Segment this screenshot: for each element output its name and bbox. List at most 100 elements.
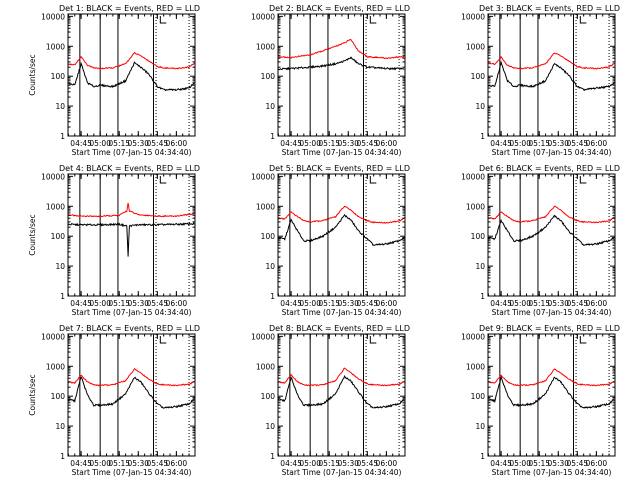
x-tick-label: 05:00 [509, 299, 531, 308]
x-tick-label: 05:15 [528, 299, 550, 308]
series-events-line [278, 213, 405, 247]
series-events-line [488, 375, 615, 409]
y-tick-label: 1000 [466, 362, 485, 371]
x-tick-label: 04:45 [280, 459, 302, 468]
y-tick-label: 10000 [251, 172, 275, 181]
chart-panel-6: Det 6: BLACK = Events, RED = LLD 1 10 100 10… [461, 164, 620, 317]
y-axis-label: Counts/sec [28, 374, 37, 415]
plot-frame [277, 173, 406, 297]
x-tick-label: 05:00 [299, 139, 321, 148]
y-tick-label: 10000 [251, 12, 275, 21]
y-tick-label: 10 [475, 102, 485, 111]
y-tick-label: 1 [480, 452, 485, 461]
y-tick-label: 1000 [466, 202, 485, 211]
y-tick-label: 10000 [41, 12, 65, 21]
y-tick-label: 1 [60, 292, 65, 301]
x-tick-label: 05:30 [547, 299, 569, 308]
plot-frame [277, 333, 406, 457]
x-axis-label: Start Time (07-Jan-15 04:34:40) [492, 468, 612, 477]
series-events-line [488, 60, 615, 92]
y-tick-label: 10 [265, 102, 275, 111]
x-tick-label: 05:15 [318, 459, 340, 468]
plot-frame [487, 173, 616, 297]
period-marker [579, 336, 587, 344]
chart-title: Det 4: BLACK = Events, RED = LLD [59, 164, 200, 173]
x-tick-label: 06:00 [376, 459, 398, 468]
x-tick-label: 05:00 [509, 459, 531, 468]
y-tick-label: 1 [480, 132, 485, 141]
y-tick-label: 1 [270, 132, 275, 141]
x-tick-label: 04:45 [280, 139, 302, 148]
x-tick-label: 05:45 [567, 459, 589, 468]
x-tick-label: 06:00 [586, 459, 608, 468]
x-tick-label: 06:00 [166, 459, 188, 468]
series-lld-line [68, 202, 195, 218]
y-tick-label: 10 [55, 262, 65, 271]
period-marker [369, 176, 377, 184]
y-tick-label: 10 [475, 262, 485, 271]
period-marker [159, 176, 167, 184]
x-tick-label: 05:30 [337, 139, 359, 148]
y-tick-label: 1000 [46, 42, 65, 51]
chart-panel-3: Det 3: BLACK = Events, RED = LLD 1 10 100 10… [461, 4, 620, 157]
chart-title: Det 8: BLACK = Events, RED = LLD [269, 324, 410, 333]
x-tick-label: 06:00 [376, 139, 398, 148]
y-tick-label: 10 [475, 422, 485, 431]
x-tick-label: 05:00 [89, 139, 111, 148]
y-tick-label: 1 [60, 132, 65, 141]
plot-frame [67, 13, 196, 137]
x-tick-label: 06:00 [376, 299, 398, 308]
x-tick-label: 05:45 [357, 299, 379, 308]
y-tick-label: 100 [261, 392, 276, 401]
plot-frame [277, 13, 406, 137]
x-tick-label: 05:15 [318, 299, 340, 308]
y-tick-label: 1 [480, 292, 485, 301]
chart-title: Det 3: BLACK = Events, RED = LLD [479, 4, 620, 13]
x-tick-label: 04:45 [70, 139, 92, 148]
y-tick-label: 10 [55, 102, 65, 111]
x-tick-label: 05:00 [299, 459, 321, 468]
y-tick-label: 10 [265, 422, 275, 431]
chart-panel-4: Det 4: BLACK = Events, RED = LLD 1 10 100 10… [28, 164, 200, 317]
y-tick-label: 1000 [46, 362, 65, 371]
y-tick-label: 100 [51, 392, 66, 401]
y-tick-label: 100 [261, 72, 276, 81]
y-tick-label: 1000 [46, 202, 65, 211]
period-marker [159, 336, 167, 344]
chart-panel-2: Det 2: BLACK = Events, RED = LLD 1 10 100 10… [251, 4, 410, 157]
x-axis-label: Start Time (07-Jan-15 04:34:40) [72, 148, 192, 157]
chart-panel-8: Det 8: BLACK = Events, RED = LLD 1 10 100 10… [251, 324, 410, 477]
y-tick-label: 10000 [41, 172, 65, 181]
x-tick-label: 04:45 [280, 299, 302, 308]
series-events-line [488, 214, 615, 246]
x-tick-label: 05:30 [547, 459, 569, 468]
y-tick-label: 1000 [256, 362, 275, 371]
x-tick-label: 05:30 [127, 139, 149, 148]
series-events-line [68, 376, 195, 409]
x-axis-label: Start Time (07-Jan-15 04:34:40) [492, 308, 612, 317]
y-tick-label: 10000 [461, 172, 485, 181]
y-axis-label: Counts/sec [28, 54, 37, 95]
x-tick-label: 05:30 [127, 299, 149, 308]
x-tick-label: 05:30 [337, 299, 359, 308]
y-tick-label: 1000 [256, 202, 275, 211]
y-tick-label: 10000 [41, 332, 65, 341]
x-tick-label: 05:45 [357, 459, 379, 468]
x-axis-label: Start Time (07-Jan-15 04:34:40) [492, 148, 612, 157]
series-lld-line [278, 39, 405, 60]
x-tick-label: 06:00 [586, 139, 608, 148]
period-marker [579, 176, 587, 184]
chart-title: Det 1: BLACK = Events, RED = LLD [59, 4, 200, 13]
x-tick-label: 06:00 [166, 139, 188, 148]
y-tick-label: 1 [270, 452, 275, 461]
series-events-line [68, 61, 195, 92]
x-tick-label: 05:45 [567, 139, 589, 148]
x-tick-label: 05:30 [547, 139, 569, 148]
x-tick-label: 05:30 [337, 459, 359, 468]
x-tick-label: 05:45 [147, 299, 169, 308]
x-tick-label: 05:15 [108, 139, 130, 148]
x-tick-label: 04:45 [70, 299, 92, 308]
series-lld-line [278, 205, 405, 224]
period-marker [159, 16, 167, 24]
x-axis-label: Start Time (07-Jan-15 04:34:40) [72, 468, 192, 477]
